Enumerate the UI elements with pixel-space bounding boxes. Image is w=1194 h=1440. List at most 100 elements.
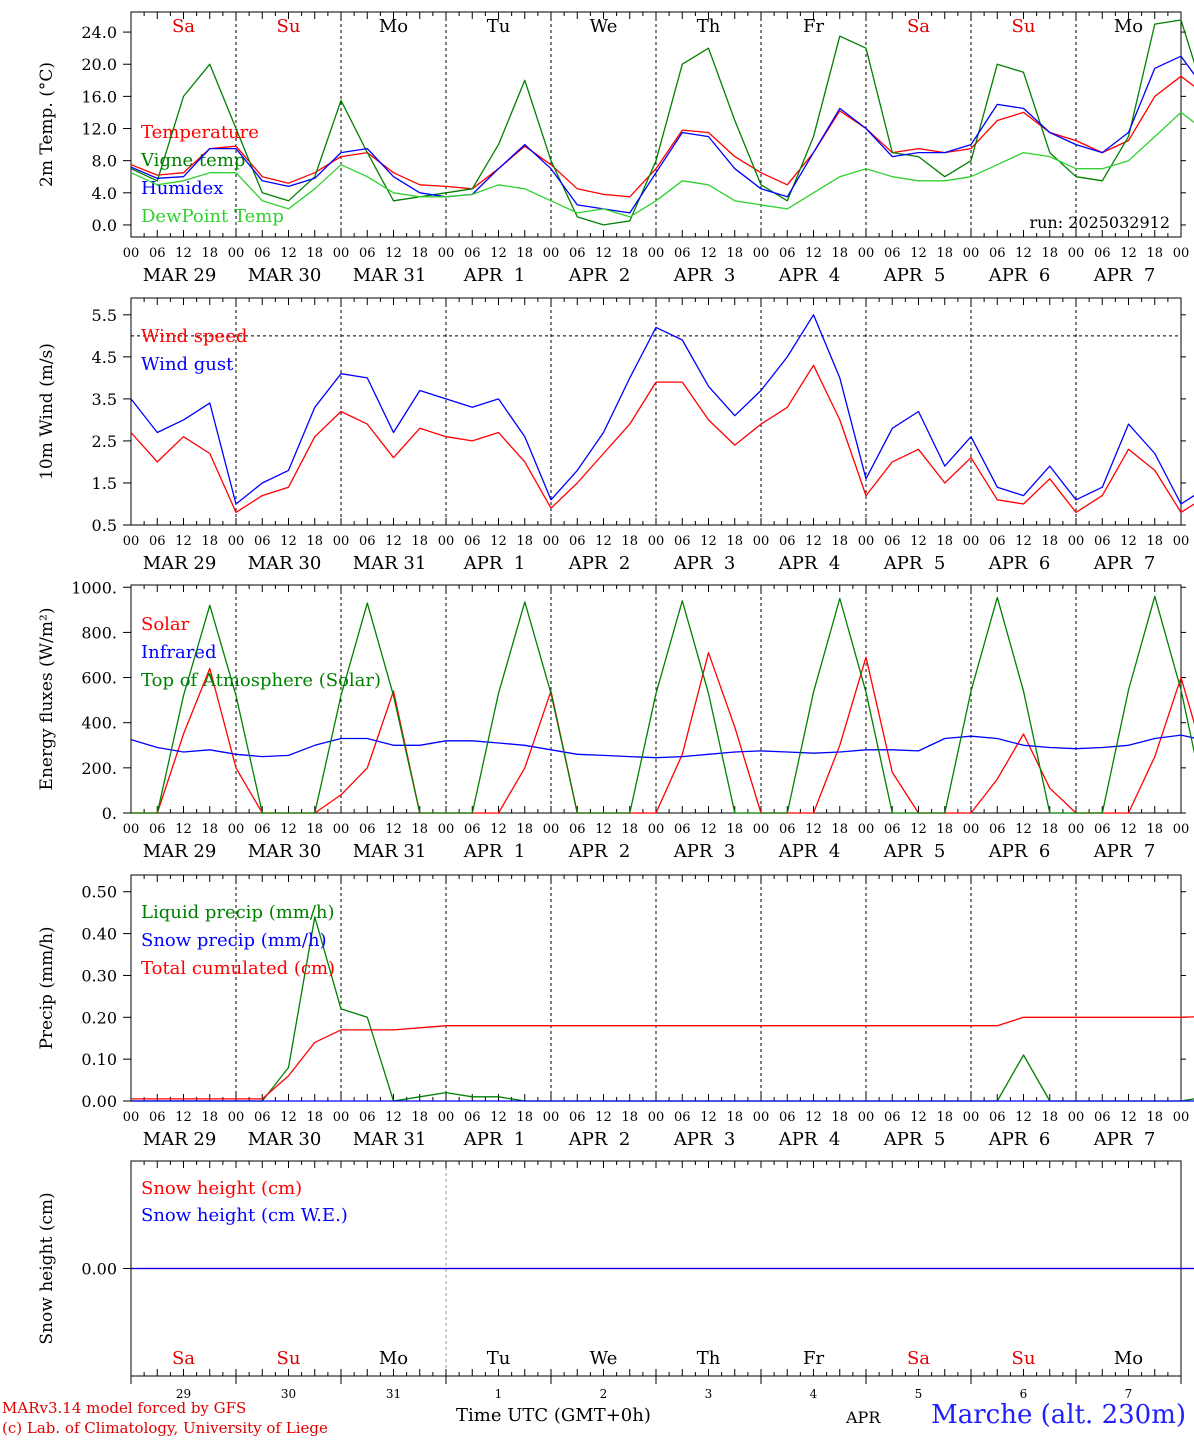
hour-tick-label: 18	[726, 246, 743, 261]
date-label: APR 6	[988, 265, 1051, 286]
date-label: APR 5	[883, 265, 946, 286]
hour-tick-label: 00	[123, 822, 140, 837]
legend-entry: Liquid precip (mm/h)	[141, 902, 335, 923]
hour-tick-label: 12	[1120, 246, 1137, 261]
weekday-label: Sa	[172, 1348, 195, 1369]
hour-tick-label: 00	[228, 1110, 245, 1125]
hour-tick-label: 12	[490, 534, 507, 549]
hour-tick-label: 18	[411, 1110, 428, 1125]
day-number-label: 29	[176, 1387, 191, 1401]
hour-tick-label: 12	[805, 1110, 822, 1125]
y-tick-label: 1.5	[92, 474, 117, 493]
day-number-label: 4	[810, 1387, 818, 1401]
hour-tick-label: 18	[1041, 534, 1058, 549]
hour-tick-label: 00	[228, 534, 245, 549]
date-label: MAR 30	[248, 265, 322, 286]
hour-tick-label: 12	[175, 822, 192, 837]
hour-tick-label: 12	[700, 822, 717, 837]
weekday-label: We	[590, 16, 618, 37]
hour-tick-label: 12	[1015, 1110, 1032, 1125]
hour-tick-label: 00	[333, 822, 350, 837]
footer-credits: MARv3.14 model forced by GFS (c) Lab. of…	[2, 1398, 328, 1438]
hour-tick-label: 18	[1146, 246, 1163, 261]
hour-tick-label: 12	[490, 246, 507, 261]
panel-precip: 0.00 0.10 0.20 0.30 0.40 0.50 Precip (mm/h) 00 0…	[37, 874, 1194, 1150]
hour-tick-label: 18	[726, 1110, 743, 1125]
hour-tick-label: 06	[674, 1110, 691, 1125]
weekday-label: We	[590, 1348, 618, 1369]
hour-tick-label: 00	[963, 246, 980, 261]
hour-tick-label: 12	[595, 1110, 612, 1125]
hour-tick-label: 12	[1015, 534, 1032, 549]
hour-tick-label: 12	[700, 1110, 717, 1125]
hour-tick-label: 00	[648, 1110, 665, 1125]
hour-tick-label: 12	[700, 246, 717, 261]
hour-tick-label: 18	[621, 534, 638, 549]
hour-tick-label: 18	[936, 1110, 953, 1125]
hour-tick-label: 06	[884, 1110, 901, 1125]
hour-tick-label: 00	[123, 246, 140, 261]
legend-entry: Snow precip (mm/h)	[141, 930, 327, 951]
date-label: APR 7	[1093, 841, 1156, 862]
hour-tick-label: 12	[910, 822, 927, 837]
hour-tick-label: 06	[359, 246, 376, 261]
hour-tick-label: 06	[359, 822, 376, 837]
date-label: APR 7	[1093, 1129, 1156, 1150]
date-label: MAR 30	[248, 1129, 322, 1150]
hour-tick-label: 06	[989, 822, 1006, 837]
series-line-temperature-0	[130, 75, 1194, 198]
hour-tick-label: 18	[201, 822, 218, 837]
hour-tick-label: 12	[385, 246, 402, 261]
hour-tick-label: 06	[569, 822, 586, 837]
hour-tick-label: 18	[621, 1110, 638, 1125]
hour-tick-label: 12	[175, 1110, 192, 1125]
series-line-temperature-1	[130, 19, 1194, 226]
hour-tick-label: 06	[779, 822, 796, 837]
hour-tick-label: 00	[858, 534, 875, 549]
hour-tick-label: 00	[858, 246, 875, 261]
hour-tick-label: 12	[385, 822, 402, 837]
hour-tick-label: 00	[438, 1110, 455, 1125]
weekday-label: Su	[277, 1348, 301, 1369]
date-label: APR 1	[463, 553, 526, 574]
date-label: APR 2	[568, 1129, 631, 1150]
model-credit: MARv3.14 model forced by GFS	[2, 1399, 247, 1417]
date-label: APR 3	[673, 553, 736, 574]
y-tick-label: 12.0	[81, 120, 117, 139]
y-tick-label: 4.5	[92, 348, 117, 367]
date-label: APR 5	[883, 553, 946, 574]
y-tick-label: 0.	[102, 804, 117, 823]
y-axis-label: Energy fluxes (W/m²)	[37, 608, 57, 791]
date-label: APR 5	[883, 841, 946, 862]
hour-tick-label: 06	[884, 534, 901, 549]
hour-tick-label: 18	[726, 822, 743, 837]
hour-tick-label: 18	[621, 822, 638, 837]
hour-tick-label: 00	[963, 1110, 980, 1125]
hour-tick-label: 00	[1173, 822, 1190, 837]
date-label: APR 4	[778, 553, 841, 574]
y-tick-label: 1000.	[71, 578, 117, 597]
hour-tick-label: 18	[411, 822, 428, 837]
hour-tick-label: 06	[569, 1110, 586, 1125]
panel-wind: 0.5 1.5 2.5 3.5 4.5 5.5 10m Wind (m/s) 00 06 12 18…	[37, 297, 1194, 574]
weekday-label: Tu	[487, 1348, 511, 1369]
legend-entry: Solar	[141, 614, 190, 635]
hour-tick-label: 18	[936, 534, 953, 549]
hour-tick-label: 18	[516, 822, 533, 837]
copyright-credit: (c) Lab. of Climatology, University of L…	[2, 1419, 328, 1437]
hour-tick-label: 18	[1041, 1110, 1058, 1125]
hour-tick-label: 18	[726, 534, 743, 549]
hour-tick-label: 06	[674, 822, 691, 837]
hour-tick-label: 06	[149, 534, 166, 549]
legend-entry: Humidex	[141, 178, 223, 199]
legend-entry: Top of Atmosphere (Solar)	[141, 670, 381, 691]
legend-entry: DewPoint Temp	[141, 206, 284, 227]
hour-tick-label: 12	[805, 246, 822, 261]
day-number-label: 6	[1020, 1387, 1028, 1401]
day-number-label: 3	[705, 1387, 713, 1401]
hour-tick-label: 18	[936, 822, 953, 837]
hour-tick-label: 12	[805, 822, 822, 837]
hour-tick-label: 06	[359, 1110, 376, 1125]
date-label: APR 2	[568, 265, 631, 286]
hour-tick-label: 18	[1041, 246, 1058, 261]
